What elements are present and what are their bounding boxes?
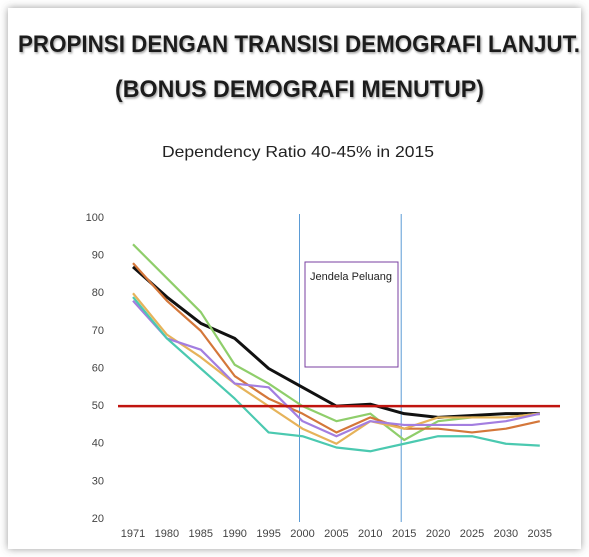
series-line: [132, 292, 540, 445]
x-tick-label: 1971: [121, 528, 145, 540]
x-tick-label: 1980: [155, 528, 179, 540]
x-tick-label: 2035: [528, 528, 552, 540]
x-tick-label: 2030: [494, 528, 518, 540]
x-tick-label: 1995: [256, 528, 280, 540]
x-tick-label: 2020: [426, 528, 450, 540]
y-tick-label: 70: [92, 325, 104, 337]
annotation-box: [304, 261, 399, 368]
y-tick-label: 90: [92, 250, 104, 262]
title-line: PROPINSI DENGAN TRANSISI DEMOGRAFI LANJU…: [18, 31, 580, 58]
x-tick-label: 2010: [358, 528, 382, 540]
title-line: (BONUS DEMOGRAFI MENUTUP): [115, 76, 484, 103]
y-tick-label: 60: [92, 362, 104, 374]
y-tick-label: 100: [86, 212, 104, 224]
annotation: Jendela Peluang: [310, 271, 392, 283]
y-tick-label: 40: [92, 438, 104, 450]
x-tick-label: 2015: [392, 528, 416, 540]
subtitle: Dependency Ratio 40-45% in 2015: [162, 144, 434, 161]
series-line: [132, 262, 541, 434]
y-tick-label: 20: [92, 513, 104, 525]
series-line: [132, 296, 540, 453]
series-line: [132, 300, 541, 438]
x-tick-label: 1985: [189, 528, 213, 540]
x-tick-label: 2025: [460, 528, 484, 540]
y-tick-label: 30: [92, 475, 104, 487]
x-tick-label: 2000: [290, 528, 314, 540]
x-tick-label: 1990: [222, 528, 246, 540]
y-tick-label: 80: [92, 287, 104, 299]
y-tick-label: 50: [92, 400, 104, 412]
x-tick-label: 2005: [324, 528, 348, 540]
slide-frame: [8, 8, 581, 549]
